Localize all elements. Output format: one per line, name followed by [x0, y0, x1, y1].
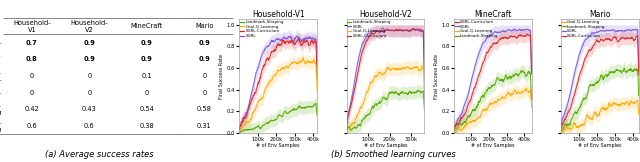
Title: Household-V1: Household-V1: [252, 10, 305, 19]
Legend: Goal-Q-Learning, Landmark-Shaping, SGRL, SGRL-Curriculum: Goal-Q-Learning, Landmark-Shaping, SGRL,…: [562, 20, 605, 38]
X-axis label: # of Env Samples: # of Env Samples: [257, 143, 300, 148]
Title: MineCraft: MineCraft: [474, 10, 511, 19]
Y-axis label: Final Success Rate: Final Success Rate: [433, 54, 438, 99]
Legend: Landmark-Shaping, Goal-Q-Learning, SGRL-Curriculum, SGRL: Landmark-Shaping, Goal-Q-Learning, SGRL-…: [240, 20, 284, 38]
Text: (b) Smoothed learning curves: (b) Smoothed learning curves: [332, 150, 456, 159]
Legend: Landmark-Shaping, SGRL, Goal-Q-Learning, SGRL-Curriculum: Landmark-Shaping, SGRL, Goal-Q-Learning,…: [348, 20, 391, 38]
X-axis label: # of Env Samples: # of Env Samples: [578, 143, 621, 148]
Y-axis label: Final Success Rate: Final Success Rate: [219, 54, 224, 99]
X-axis label: # of Env Samples: # of Env Samples: [471, 143, 515, 148]
Title: Mario: Mario: [589, 10, 611, 19]
Title: Household-V2: Household-V2: [359, 10, 412, 19]
Text: (a) Average success rates: (a) Average success rates: [45, 150, 154, 159]
Legend: SGRL-Curriculum, SGRL, Goal-Q-Learning, Landmark-Shaping: SGRL-Curriculum, SGRL, Goal-Q-Learning, …: [454, 20, 499, 38]
X-axis label: # of Env Samples: # of Env Samples: [364, 143, 407, 148]
